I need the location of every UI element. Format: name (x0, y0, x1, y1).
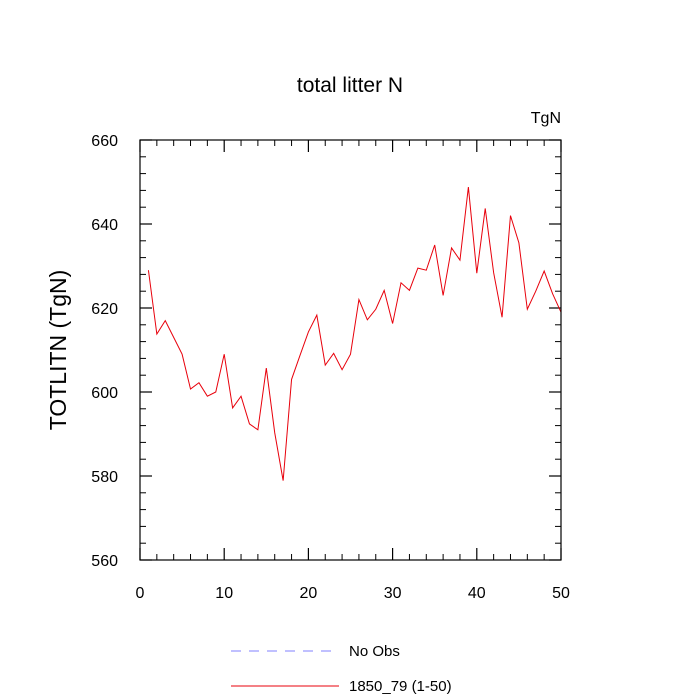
x-tick-label: 0 (136, 585, 145, 602)
chart-title: total litter N (297, 74, 403, 97)
y-tick-label: 660 (91, 133, 118, 150)
y-axis-label: TOTLITN (TgN) (45, 270, 71, 431)
y-tick-label: 580 (91, 469, 118, 486)
series-line (147, 186, 562, 481)
x-tick-label: 30 (384, 585, 402, 602)
legend: No Obs 1850_79 (1-50) (231, 643, 452, 695)
y-tick-label: 560 (91, 553, 118, 570)
x-tick-label: 10 (215, 585, 233, 602)
units-label: TgN (531, 110, 561, 127)
axis-ticks: 0 10 20 30 40 50 560 580 600 620 640 660 (91, 133, 570, 602)
legend-label: No Obs (349, 643, 400, 660)
x-tick-label: 20 (300, 585, 318, 602)
plot-frame (139, 139, 562, 561)
x-tick-label: 40 (468, 585, 486, 602)
legend-label: 1850_79 (1-50) (349, 678, 452, 695)
series-layer (147, 186, 562, 481)
y-tick-label: 640 (91, 217, 118, 234)
y-tick-label: 620 (91, 301, 118, 318)
y-tick-label: 600 (91, 385, 118, 402)
x-tick-label: 50 (552, 585, 570, 602)
